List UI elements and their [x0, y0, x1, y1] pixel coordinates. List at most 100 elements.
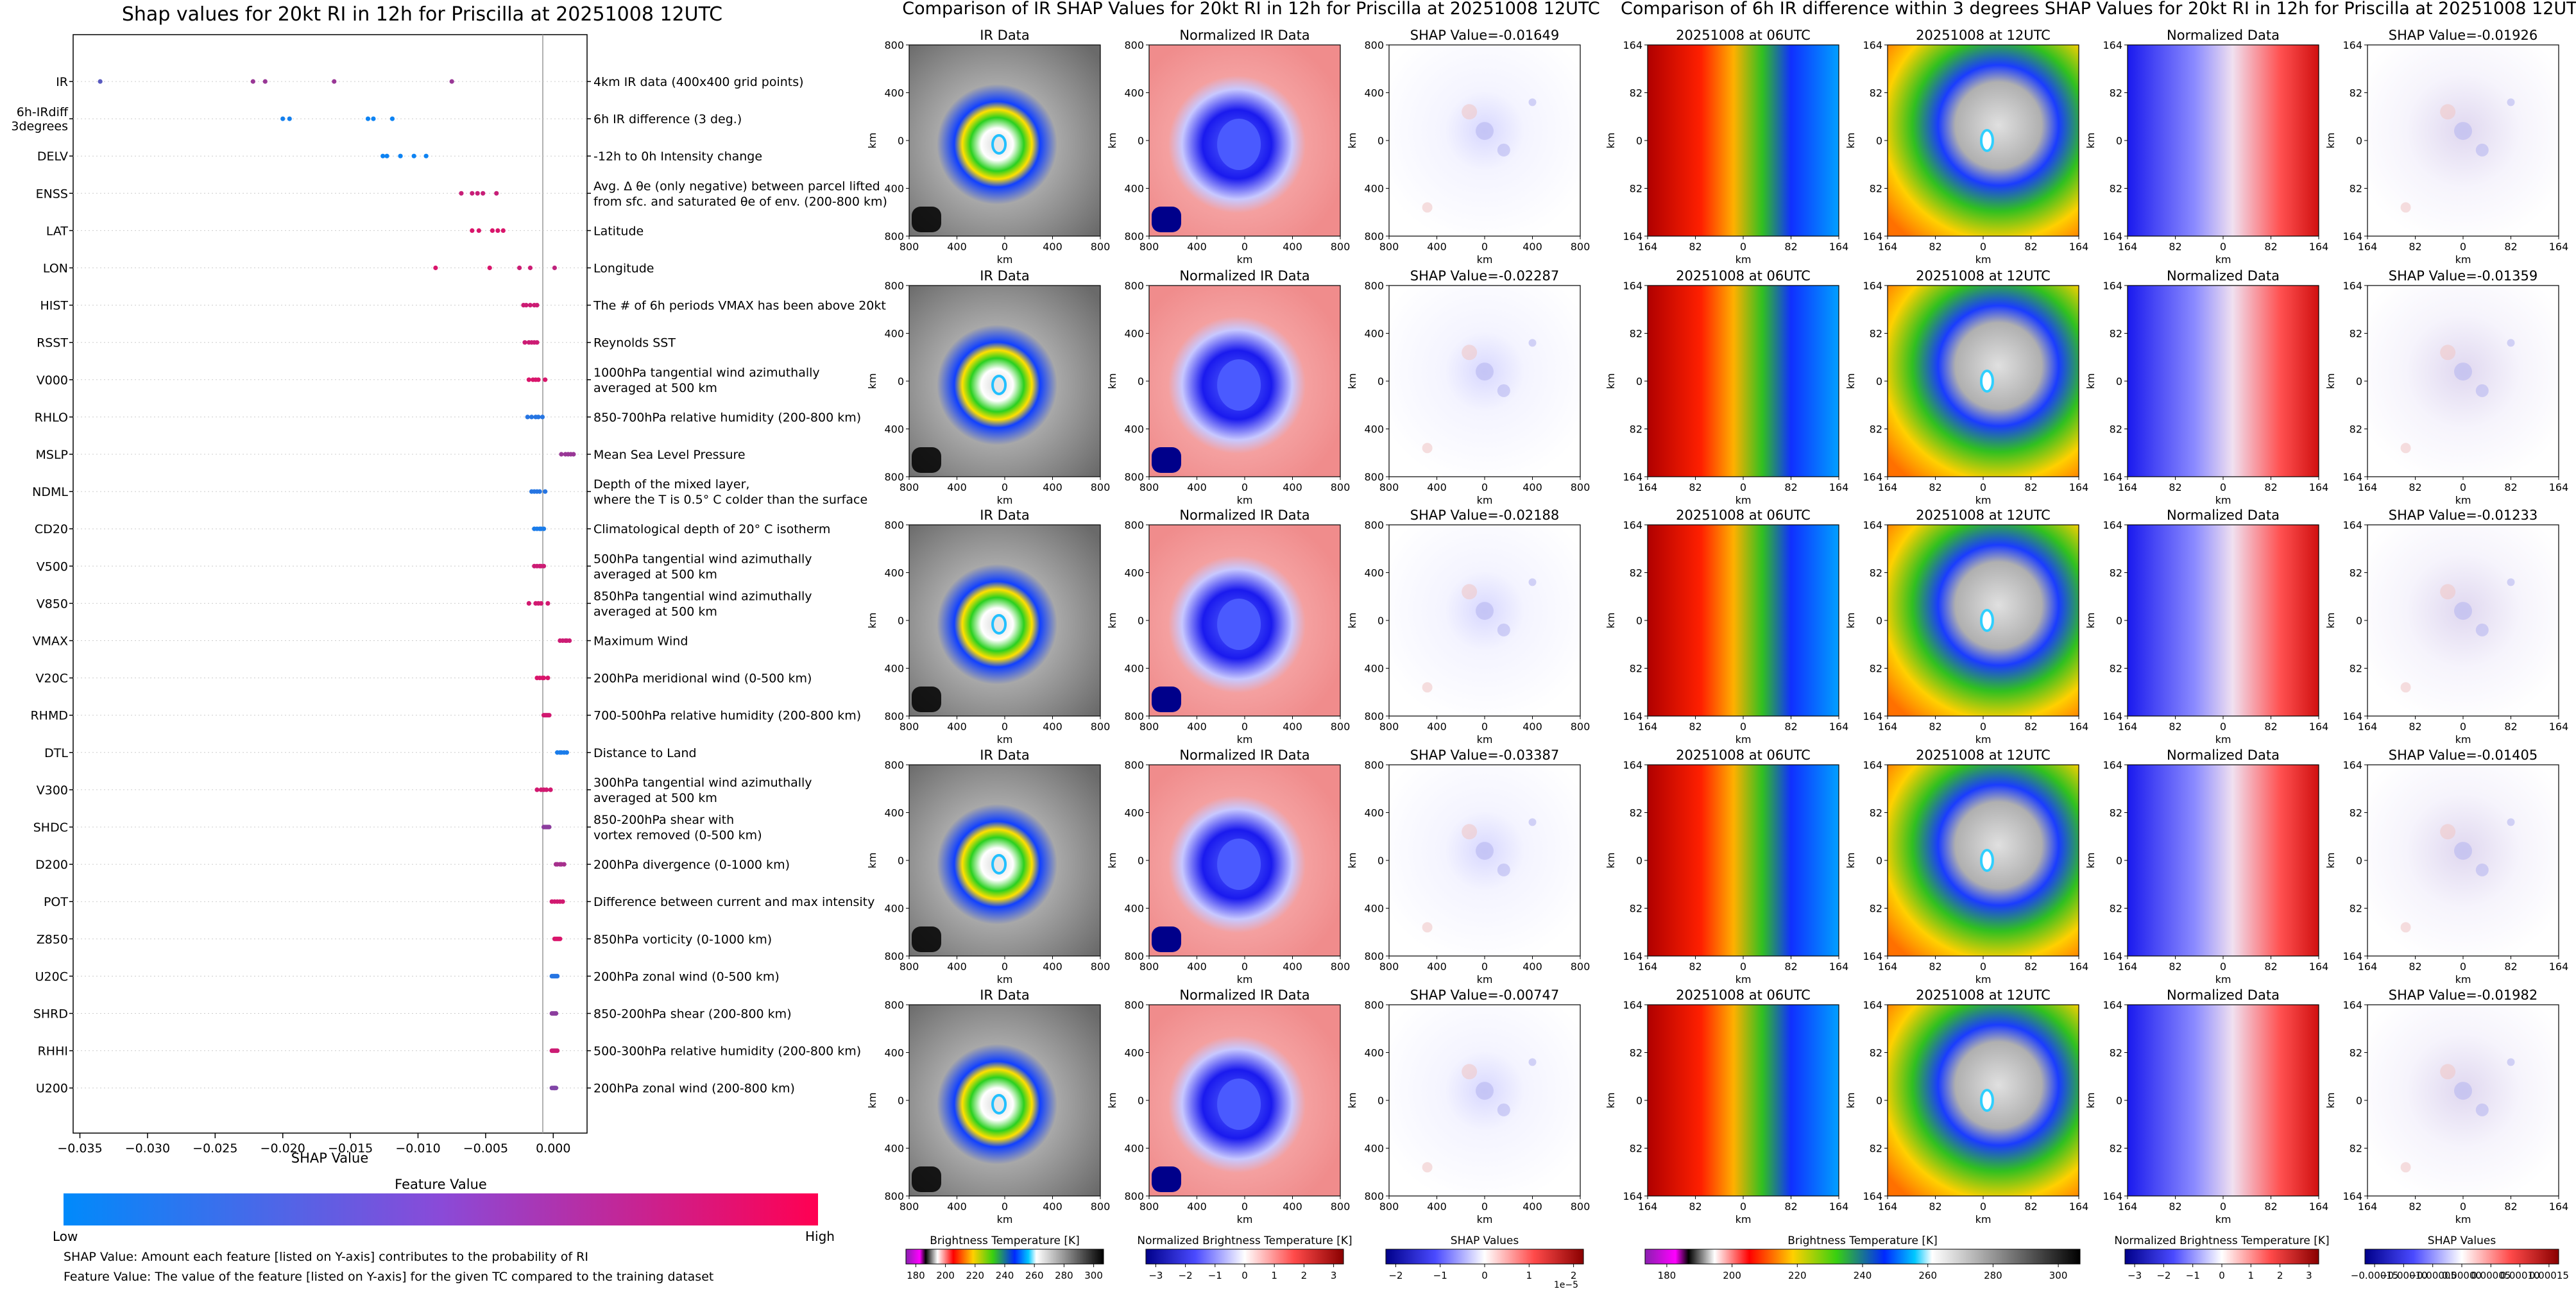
storm-eye: [1979, 609, 1994, 632]
x-tick-label: 164: [1638, 481, 1658, 493]
y-axis-label: km: [1845, 133, 1857, 149]
y-tick-label: 164: [1863, 471, 1882, 483]
y-tick-label: 82: [2350, 1143, 2362, 1155]
x-axis-label: km: [1975, 733, 1992, 746]
y-tick-label: 800: [1124, 999, 1144, 1011]
subplot-title: IR Data: [980, 987, 1030, 1003]
y-tick-label: 0: [2356, 855, 2362, 867]
y-axis-label: km: [2085, 1093, 2097, 1109]
y-tick-label: 800: [1124, 519, 1144, 531]
x-tick-label: 800: [1379, 241, 1399, 253]
land-mask: [1152, 207, 1181, 232]
colorbar-label: Brightness Temperature [K]: [1787, 1234, 1937, 1247]
x-tick-label: 82: [2024, 721, 2037, 733]
y-tick-label: 400: [1124, 328, 1144, 340]
shap-feature-blob: [2475, 384, 2489, 397]
shap-feature-blob: [2475, 1103, 2489, 1116]
image-subplot: Normalized IR Data8008004004000040040080…: [1106, 268, 1350, 506]
shap-feature-blob: [1462, 584, 1478, 600]
y-tick-label: 800: [1124, 230, 1144, 243]
feature-row: LON Longitude: [43, 262, 654, 276]
feature-description-label: 850-200hPa shear (200-800 km): [593, 1007, 792, 1021]
y-tick-label: 164: [2103, 280, 2122, 292]
feature-description-label: 1000hPa tangential wind azimuthally: [593, 366, 820, 380]
feature-name-label: RHLO: [35, 411, 68, 425]
shap-feature-blob: [2454, 842, 2472, 860]
y-axis-label: km: [1106, 853, 1118, 869]
feature-name-label: SHRD: [33, 1007, 68, 1021]
y-tick-label: 0: [898, 375, 904, 388]
y-tick-label: 164: [1863, 759, 1882, 771]
subplot-image: [2127, 1004, 2319, 1197]
y-tick-label: 82: [1630, 423, 1642, 436]
x-tick-label: 0: [2220, 1200, 2226, 1213]
y-tick-label: 800: [884, 280, 904, 292]
x-tick-label: 0: [2220, 960, 2226, 973]
y-tick-label: 164: [1863, 999, 1882, 1011]
diff-shap-panel: Comparison of 6h IR difference within 3 …: [1605, 0, 2576, 1281]
shap-point: [398, 153, 403, 158]
x-axis-label: km: [997, 1213, 1013, 1225]
y-tick-label: 82: [2110, 183, 2122, 195]
y-tick-label: 82: [2350, 328, 2362, 340]
shap-feature-blob: [2454, 122, 2472, 141]
x-tick-label: 164: [1829, 241, 1849, 253]
colorbar-tick-label: 220: [966, 1270, 984, 1281]
x-tick-label: 164: [2549, 1200, 2569, 1213]
x-tick-label: 82: [2169, 721, 2181, 733]
x-axis-label: km: [1237, 1213, 1253, 1225]
shap-point: [490, 228, 495, 233]
note-shap-value: SHAP Value: Amount each feature [listed …: [64, 1250, 588, 1264]
x-tick-label: 0: [1002, 960, 1008, 973]
shap-point: [262, 79, 268, 84]
land-mask: [1152, 1166, 1181, 1192]
shap-point: [548, 787, 553, 792]
y-axis-label: km: [866, 373, 878, 389]
y-tick-label: 400: [884, 903, 904, 915]
x-tick-label: 400: [1523, 721, 1542, 733]
y-axis-label: km: [1845, 853, 1857, 869]
x-tick-label: 400: [1043, 1200, 1062, 1213]
shap-feature-blob: [1528, 818, 1537, 826]
y-tick-label: 82: [2350, 663, 2362, 675]
y-tick-label: 800: [1124, 471, 1144, 483]
feature-name-label: NDML: [32, 485, 68, 499]
x-tick-label: 164: [2069, 481, 2089, 493]
shap-point: [280, 116, 286, 121]
image-subplot: Normalized IR Data8008004004000040040080…: [1106, 987, 1350, 1225]
subplot-image: [2127, 285, 2319, 477]
colorbar-tick-label: −0.00005: [2409, 1270, 2457, 1281]
x-tick-label: 82: [2409, 241, 2421, 253]
feature-name-label: DTL: [44, 746, 68, 760]
feature-name-label: ENSS: [36, 187, 68, 201]
shap-point: [433, 265, 438, 271]
feature-name-label: U200: [36, 1082, 68, 1096]
shap-point: [552, 265, 558, 271]
feature-row: V500 500hPa tangential wind azimuthallyav…: [37, 552, 812, 581]
x-tick-label: 800: [1379, 721, 1399, 733]
colorbar-tick-label: 260: [1918, 1270, 1937, 1281]
shap-point: [459, 191, 464, 196]
feature-row: VMAX Maximum Wind: [33, 635, 688, 649]
x-tick-label: 82: [2264, 960, 2277, 973]
shap-feature-blob: [2507, 98, 2515, 107]
y-tick-label: 164: [2342, 710, 2362, 722]
feature-row: RHMD 700-500hPa relative humidity (200-80…: [30, 709, 861, 723]
y-tick-label: 82: [1870, 903, 1882, 915]
y-tick-label: 400: [884, 423, 904, 436]
storm-eye: [1979, 849, 1994, 872]
shap-point: [534, 787, 540, 792]
ir-image-grid: IR Data80080040040000400400800800kmkmNor…: [866, 28, 1590, 1225]
x-tick-label: 164: [1829, 960, 1849, 973]
y-tick-label: 800: [1124, 710, 1144, 722]
y-tick-label: 82: [1870, 1143, 1882, 1155]
x-tick-label: 400: [1523, 481, 1542, 493]
y-tick-label: 164: [2103, 471, 2122, 483]
feature-description-label: 300hPa tangential wind azimuthally: [593, 776, 812, 790]
storm-core: [1217, 118, 1261, 170]
y-tick-label: 0: [1876, 135, 1882, 147]
image-subplot: 20251008 at 12UTC1641648282008282164164k…: [1845, 508, 2088, 746]
y-tick-label: 400: [1364, 423, 1384, 436]
x-tick-label: 164: [2118, 721, 2138, 733]
x-tick-label: 400: [947, 721, 967, 733]
